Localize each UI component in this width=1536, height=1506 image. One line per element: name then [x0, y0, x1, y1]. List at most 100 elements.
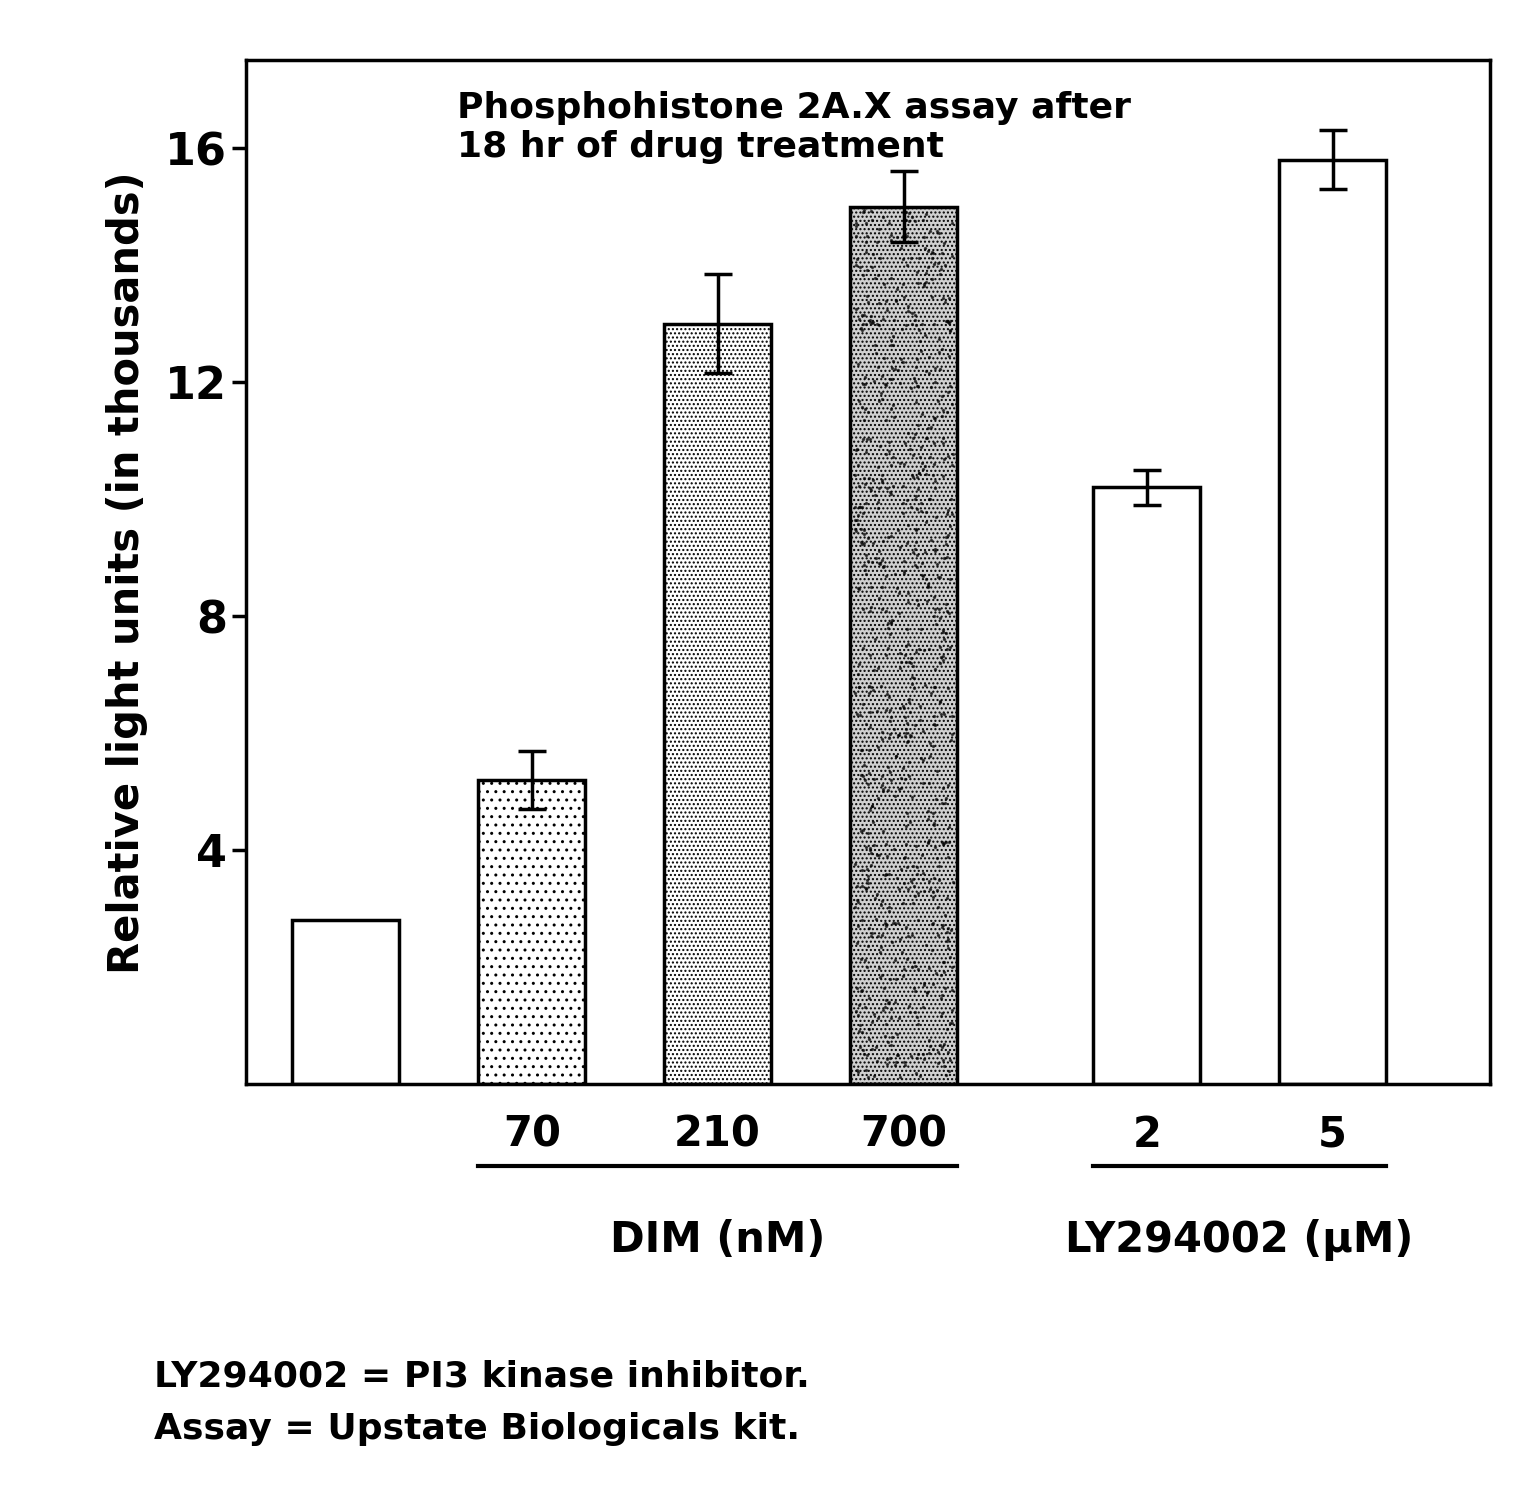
Point: [902, 979, 926, 1003]
Point: [865, 883, 889, 907]
Point: [889, 316, 914, 340]
Point: [929, 702, 954, 726]
Point: [849, 303, 874, 327]
Point: [871, 554, 895, 578]
Point: [935, 937, 960, 961]
Point: [848, 947, 872, 971]
Point: [849, 873, 874, 898]
Point: [872, 976, 897, 1000]
Point: [905, 855, 929, 880]
Point: [937, 1059, 962, 1083]
Point: [871, 346, 895, 370]
Point: [862, 333, 886, 357]
Point: [857, 1017, 882, 1041]
Point: [938, 515, 963, 539]
Point: [846, 453, 871, 477]
Point: [895, 422, 920, 446]
Point: [879, 723, 903, 747]
Point: [937, 946, 962, 970]
Point: [843, 211, 868, 235]
Point: [919, 911, 943, 935]
Text: DIM (nM): DIM (nM): [610, 1218, 825, 1261]
Point: [874, 682, 899, 706]
Point: [854, 857, 879, 881]
Point: [935, 444, 960, 468]
Point: [938, 705, 963, 729]
Point: [911, 880, 935, 904]
Point: [885, 1050, 909, 1074]
Point: [854, 834, 879, 858]
Point: [905, 908, 929, 932]
Point: [888, 236, 912, 261]
Point: [925, 553, 949, 577]
Point: [914, 566, 938, 590]
Point: [868, 539, 892, 563]
Point: [857, 738, 882, 762]
Point: [932, 253, 957, 277]
Point: [866, 1006, 891, 1030]
Point: [868, 434, 892, 458]
Point: [860, 794, 885, 818]
Point: [928, 651, 952, 675]
Point: [922, 586, 946, 610]
Point: [874, 408, 899, 432]
Point: [865, 699, 889, 723]
Point: [869, 773, 894, 797]
Point: [868, 245, 892, 270]
Point: [905, 1006, 929, 1030]
Point: [903, 209, 928, 233]
Text: 210: 210: [674, 1113, 762, 1155]
Point: [905, 554, 929, 578]
Point: [914, 270, 938, 294]
Point: [843, 508, 868, 532]
Point: [897, 994, 922, 1018]
Point: [879, 967, 903, 991]
Point: [938, 488, 963, 512]
Point: [899, 495, 923, 520]
Point: [857, 699, 882, 723]
Point: [895, 947, 920, 971]
Point: [854, 878, 879, 902]
Point: [895, 530, 920, 554]
Point: [915, 980, 940, 1005]
Point: [922, 452, 946, 476]
Point: [874, 831, 899, 855]
Point: [935, 498, 960, 523]
Point: [905, 497, 929, 521]
Point: [923, 788, 948, 812]
Point: [914, 500, 938, 524]
Point: [872, 554, 897, 578]
Point: [902, 890, 926, 914]
Text: 5: 5: [1318, 1113, 1347, 1155]
Point: [894, 916, 919, 940]
Point: [865, 262, 889, 286]
Point: [922, 604, 946, 628]
Point: [894, 651, 919, 675]
Point: [852, 465, 877, 489]
Point: [919, 744, 943, 768]
Point: [848, 703, 872, 727]
Point: [854, 426, 879, 450]
Point: [931, 831, 955, 855]
Point: [862, 658, 886, 682]
Point: [854, 712, 879, 736]
Point: [880, 333, 905, 357]
Point: [911, 1042, 935, 1066]
Bar: [1279, 160, 1387, 1084]
Point: [897, 764, 922, 788]
Point: [886, 601, 911, 625]
Point: [909, 491, 934, 515]
Point: [906, 271, 931, 295]
Point: [880, 393, 905, 417]
Point: [902, 369, 926, 393]
Point: [883, 911, 908, 935]
Point: [874, 1053, 899, 1077]
Point: [897, 690, 922, 714]
Point: [859, 675, 883, 699]
Point: [845, 661, 869, 685]
Point: [891, 550, 915, 574]
Point: [899, 376, 923, 401]
Point: [932, 447, 957, 471]
Point: [919, 681, 943, 705]
Point: [934, 1063, 958, 1087]
